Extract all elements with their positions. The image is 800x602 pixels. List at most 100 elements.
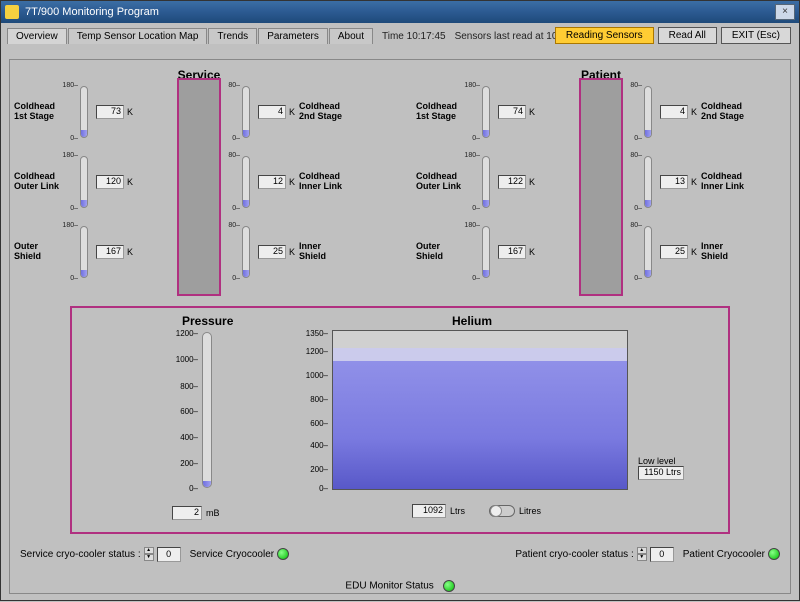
sensor-unit: K	[127, 177, 133, 187]
sensor-pat-ch1: Coldhead 1st Stage 180–0– 74 K	[416, 80, 581, 144]
sensor-label: Outer Shield	[14, 242, 62, 262]
sensor-unit: K	[127, 107, 133, 117]
close-button[interactable]: ×	[775, 4, 795, 20]
sensor-unit: K	[289, 177, 295, 187]
sensor-unit: K	[127, 247, 133, 257]
tab-overview[interactable]: Overview	[7, 28, 67, 44]
thermo: 180–0–	[64, 222, 92, 282]
sensor-value: 120	[96, 175, 124, 189]
pressure-readout: 2 mB	[172, 506, 220, 520]
tab-trends[interactable]: Trends	[208, 28, 257, 44]
sensor-svc-outershield: Outer Shield 180–0– 167 K	[14, 220, 179, 284]
sensor-value: 4	[258, 105, 286, 119]
pat-led-label: Patient Cryocooler	[683, 549, 765, 560]
sensor-svc-innerlink: 80–0– 12 K Coldhead Inner Link	[224, 150, 389, 214]
sensor-label: Coldhead 2nd Stage	[299, 102, 347, 122]
sensor-svc-outerlink: Coldhead Outer Link 180–0– 120 K	[14, 150, 179, 214]
thermo: 180–0–	[466, 152, 494, 212]
lowlevel-value: 1150 Ltrs	[638, 466, 684, 480]
pressure-unit: mB	[206, 508, 220, 518]
sensor-label: Coldhead 1st Stage	[416, 102, 464, 122]
lastread-label: Sensors last read at 10:17	[455, 31, 572, 42]
app-icon	[5, 5, 19, 19]
pat-status-label: Patient cryo-cooler status :	[515, 549, 633, 560]
exit-button[interactable]: EXIT (Esc)	[721, 27, 791, 44]
pressure-gauge: 1200–1000–800– 600–400–200–0– 2 mB	[112, 330, 252, 520]
sensor-label: Coldhead Inner Link	[701, 172, 749, 192]
status-row: Service cryo-cooler status : ▲▼ 0 Servic…	[20, 544, 780, 564]
time-label: Time 10:17:45	[382, 31, 446, 42]
svc-led-label: Service Cryocooler	[190, 549, 274, 560]
sensor-pat-innershield: 80–0– 25 K Inner Shield	[626, 220, 791, 284]
sensor-label: Coldhead Outer Link	[416, 172, 464, 192]
svc-status-value[interactable]: 0	[157, 547, 181, 562]
pressure-scale: 1200–1000–800– 600–400–200–0–	[172, 330, 200, 490]
reading-sensors-button[interactable]: Reading Sensors	[555, 27, 654, 44]
content: Overview Temp Sensor Location Map Trends…	[1, 23, 799, 602]
sensor-unit: K	[529, 177, 535, 187]
helium-gauge: 1350–1200–1000– 800–600–400– 200–0– Low …	[302, 330, 708, 520]
helium-tank	[332, 330, 628, 490]
top-buttons: Reading Sensors Read All EXIT (Esc)	[555, 27, 791, 44]
sensor-label: Outer Shield	[416, 242, 464, 262]
thermo: 80–0–	[628, 82, 656, 142]
sensor-unit: K	[529, 107, 535, 117]
sensor-value: 167	[498, 245, 526, 259]
patient-status-group: Patient cryo-cooler status : ▲▼ 0 Patien…	[515, 547, 780, 562]
sensor-pat-ch2: 80–0– 4 K Coldhead 2nd Stage	[626, 80, 791, 144]
sensor-value: 13	[660, 175, 688, 189]
sensor-label: Inner Shield	[299, 242, 347, 262]
sensor-label: Coldhead Outer Link	[14, 172, 62, 192]
main-panel: Service Coldhead 1st Stage 180–0– 73 K C…	[9, 59, 791, 594]
sensor-value: 167	[96, 245, 124, 259]
sensor-pat-outerlink: Coldhead Outer Link 180–0– 122 K	[416, 150, 581, 214]
titlebar: 7T/900 Monitoring Program ×	[1, 1, 799, 23]
lowlevel-label: Low level	[638, 456, 704, 466]
helium-readout: 1092 Ltrs Litres	[412, 504, 541, 518]
sensor-pat-outershield: Outer Shield 180–0– 167 K	[416, 220, 581, 284]
sensor-pat-innerlink: 80–0– 13 K Coldhead Inner Link	[626, 150, 791, 214]
sensor-value: 4	[660, 105, 688, 119]
sensor-unit: K	[691, 247, 697, 257]
sensor-label: Coldhead 1st Stage	[14, 102, 62, 122]
sensor-label: Inner Shield	[701, 242, 749, 262]
pat-status-value[interactable]: 0	[650, 547, 674, 562]
sensor-value: 25	[660, 245, 688, 259]
cluster-patient: Patient Coldhead 1st Stage 180–0– 74 K C…	[416, 70, 786, 300]
tab-parameters[interactable]: Parameters	[258, 28, 328, 44]
service-status-group: Service cryo-cooler status : ▲▼ 0 Servic…	[20, 547, 289, 562]
thermo: 80–0–	[226, 152, 254, 212]
tab-about[interactable]: About	[329, 28, 373, 44]
helium-unit: Ltrs	[450, 506, 465, 516]
pressure-value: 2	[172, 506, 202, 520]
tab-tempmap[interactable]: Temp Sensor Location Map	[68, 28, 208, 44]
helium-title: Helium	[452, 314, 492, 328]
sensor-svc-innershield: 80–0– 25 K Inner Shield	[224, 220, 389, 284]
pat-led	[768, 548, 780, 560]
sensor-value: 73	[96, 105, 124, 119]
sensor-unit: K	[691, 177, 697, 187]
app-window: 7T/900 Monitoring Program × Overview Tem…	[0, 0, 800, 601]
edu-label: EDU Monitor Status	[345, 581, 433, 592]
helium-units-toggle[interactable]	[489, 505, 515, 517]
thermo: 180–0–	[64, 152, 92, 212]
svc-spin[interactable]: ▲▼	[144, 547, 154, 561]
sensor-value: 25	[258, 245, 286, 259]
helium-value: 1092	[412, 504, 446, 518]
readall-button[interactable]: Read All	[658, 27, 717, 44]
cluster-service: Service Coldhead 1st Stage 180–0– 73 K C…	[14, 70, 384, 300]
thermo: 180–0–	[466, 82, 494, 142]
bottom-panel: Pressure Helium 1200–1000–800– 600–400–2…	[70, 306, 730, 534]
sensor-unit: K	[289, 247, 295, 257]
sensor-value: 74	[498, 105, 526, 119]
sensor-label: Coldhead 2nd Stage	[701, 102, 749, 122]
pillar-service	[177, 78, 221, 296]
sensor-unit: K	[529, 247, 535, 257]
svc-led	[277, 548, 289, 560]
helium-scale: 1350–1200–1000– 800–600–400– 200–0–	[302, 330, 330, 490]
sensor-svc-ch1: Coldhead 1st Stage 180–0– 73 K	[14, 80, 179, 144]
sensor-unit: K	[289, 107, 295, 117]
thermo: 80–0–	[226, 82, 254, 142]
svc-status-label: Service cryo-cooler status :	[20, 549, 141, 560]
pat-spin[interactable]: ▲▼	[637, 547, 647, 561]
